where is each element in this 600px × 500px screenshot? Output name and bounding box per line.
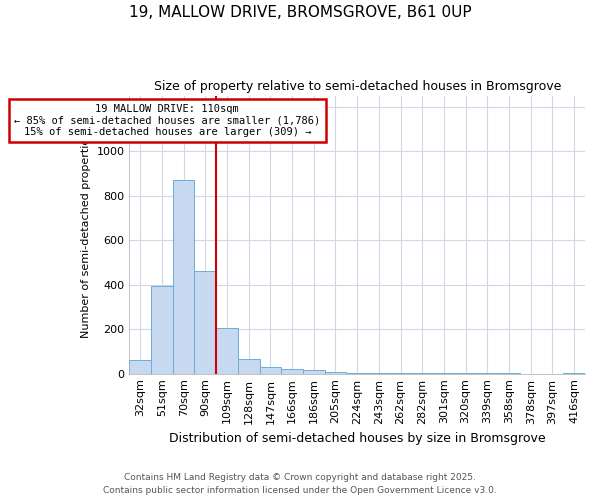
Bar [151, 286, 173, 374]
Bar [325, 372, 346, 374]
Y-axis label: Number of semi-detached properties: Number of semi-detached properties [81, 132, 91, 338]
Title: Size of property relative to semi-detached houses in Bromsgrove: Size of property relative to semi-detach… [154, 80, 561, 93]
Text: Contains HM Land Registry data © Crown copyright and database right 2025.
Contai: Contains HM Land Registry data © Crown c… [103, 474, 497, 495]
X-axis label: Distribution of semi-detached houses by size in Bromsgrove: Distribution of semi-detached houses by … [169, 432, 545, 445]
Bar [346, 372, 368, 374]
Bar [281, 369, 303, 374]
Bar [130, 360, 151, 374]
Text: 19, MALLOW DRIVE, BROMSGROVE, B61 0UP: 19, MALLOW DRIVE, BROMSGROVE, B61 0UP [128, 5, 472, 20]
Bar [260, 367, 281, 374]
Bar [368, 373, 390, 374]
Bar [303, 370, 325, 374]
Bar [194, 272, 216, 374]
Text: 19 MALLOW DRIVE: 110sqm
← 85% of semi-detached houses are smaller (1,786)
15% of: 19 MALLOW DRIVE: 110sqm ← 85% of semi-de… [14, 104, 320, 137]
Bar [216, 328, 238, 374]
Bar [238, 359, 260, 374]
Bar [173, 180, 194, 374]
